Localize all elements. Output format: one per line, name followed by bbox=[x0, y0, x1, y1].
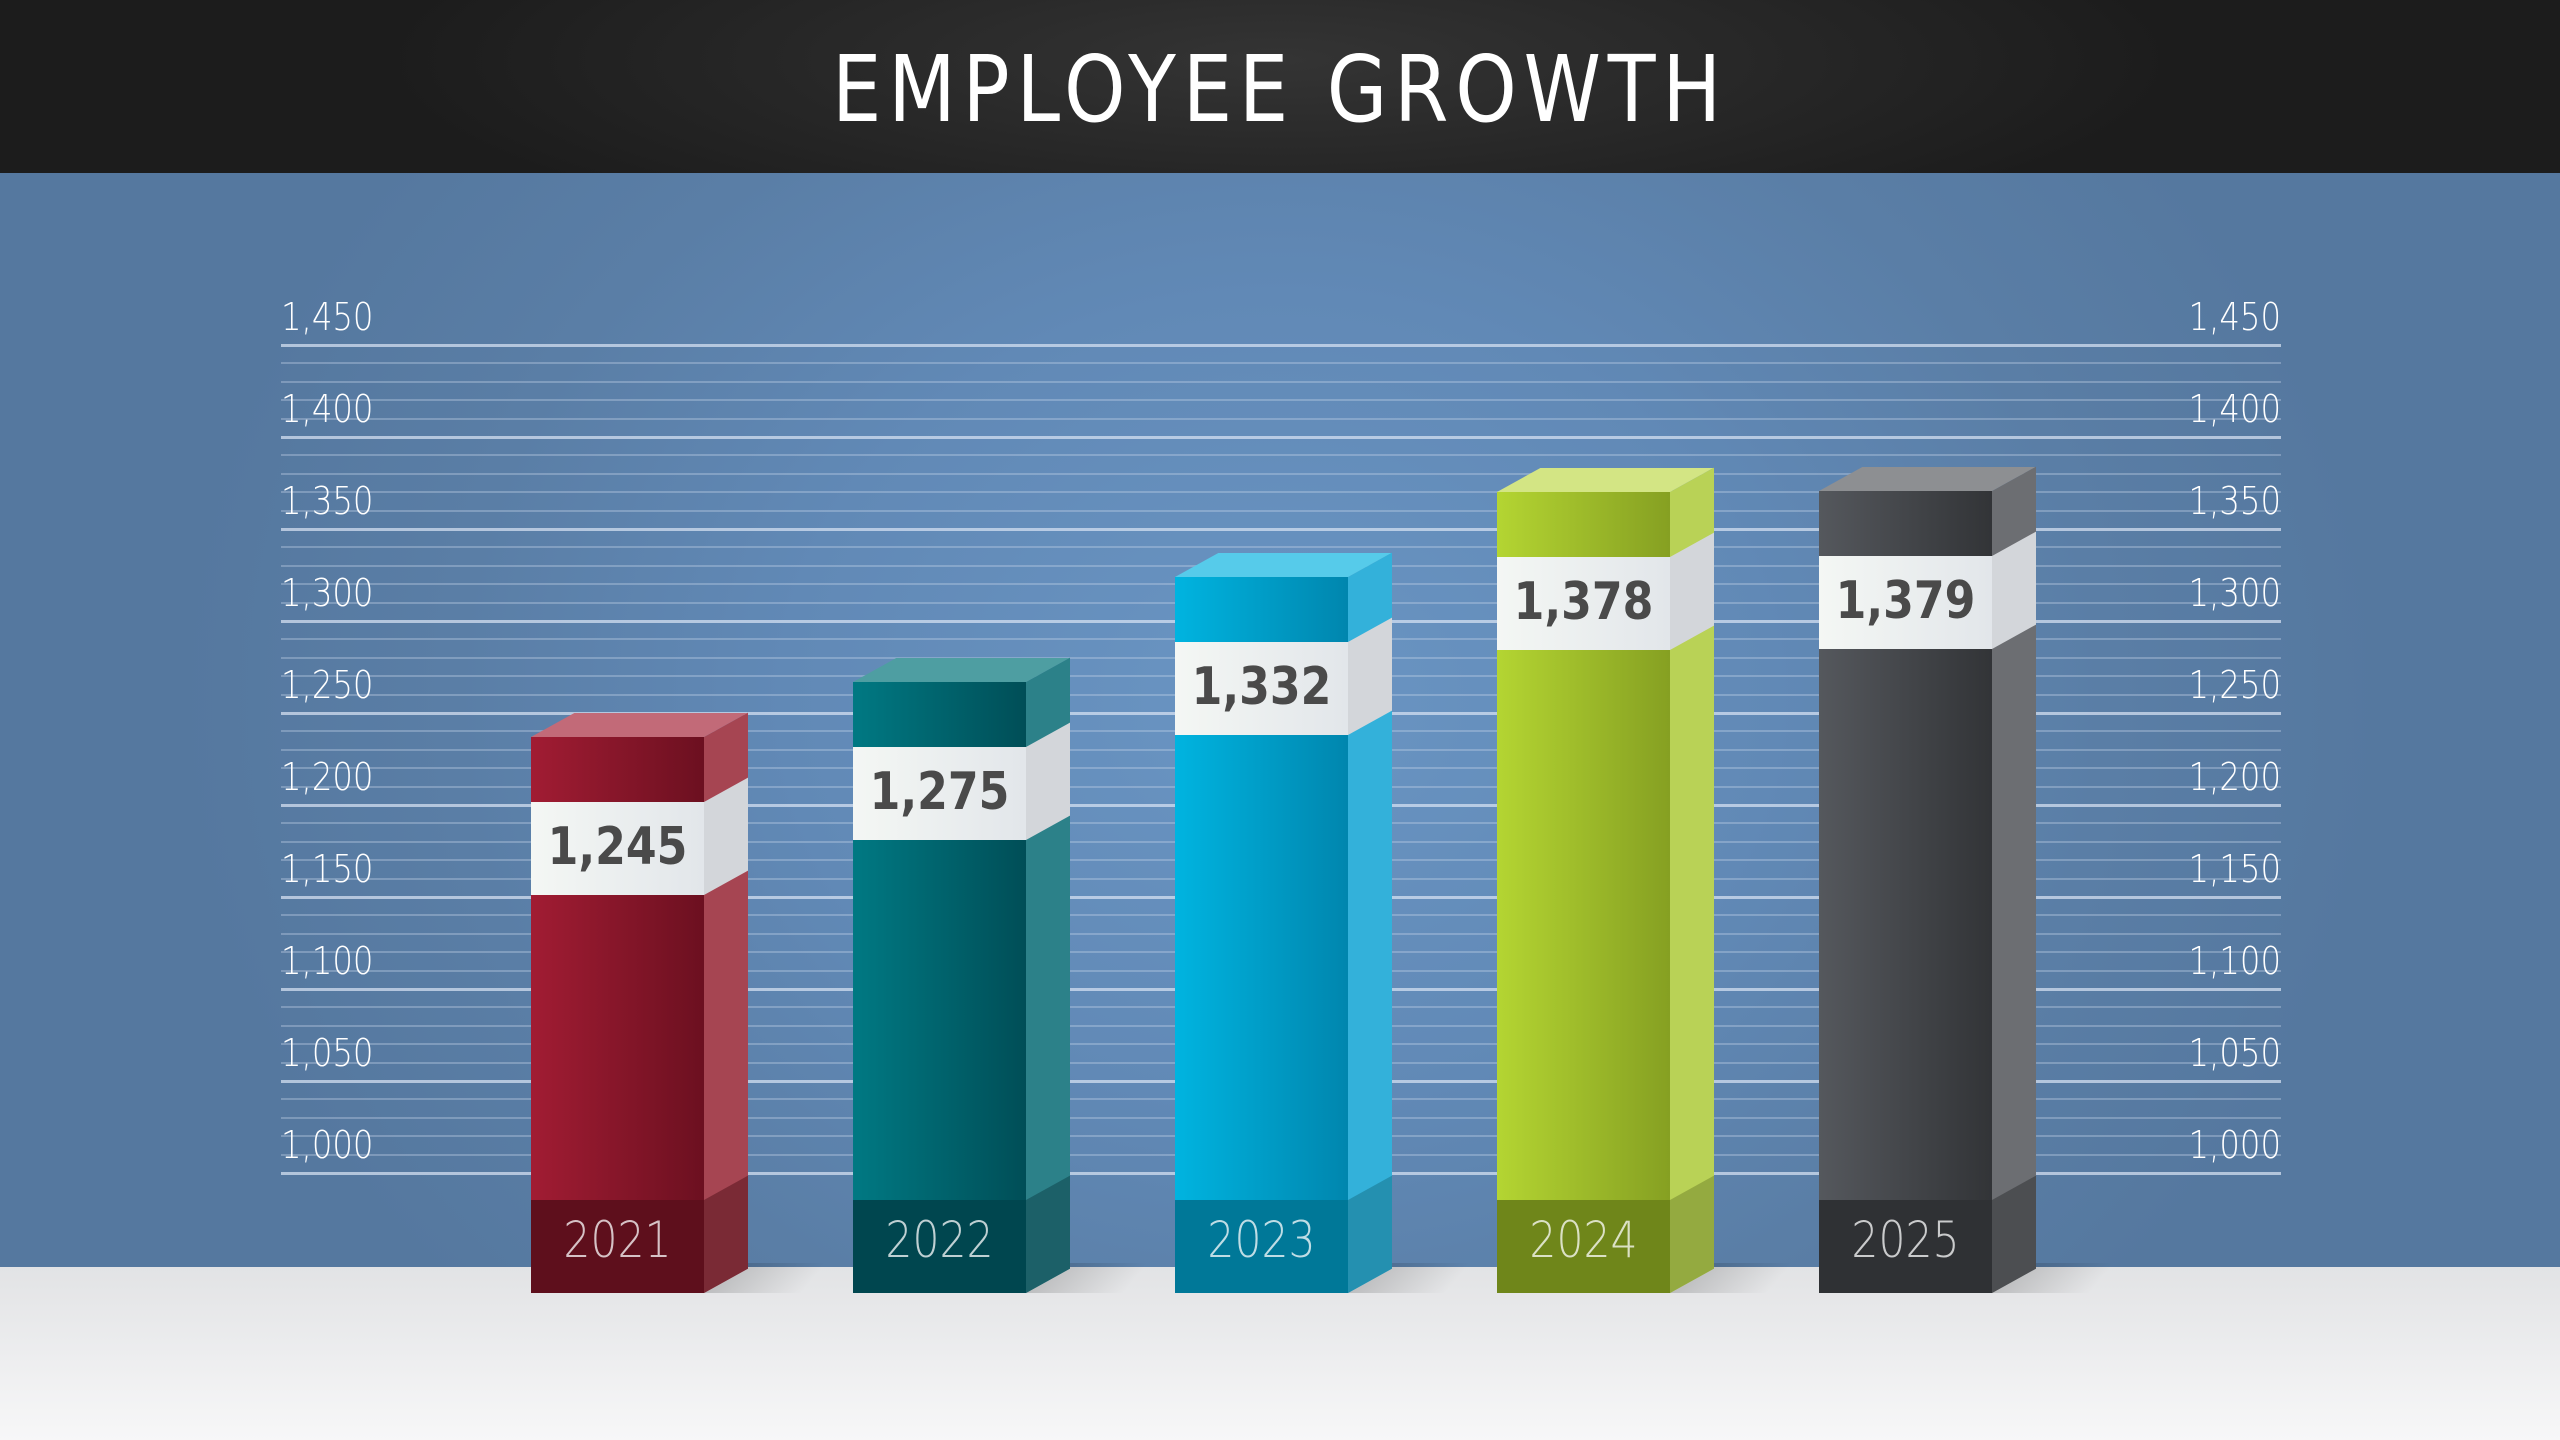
y-tick-label-right: 1,400 bbox=[2188, 387, 2281, 431]
x-category-band bbox=[1497, 1199, 1670, 1293]
y-tick-label-left: 1,450 bbox=[281, 295, 374, 339]
y-tick-label-right: 1,250 bbox=[2188, 663, 2281, 707]
minor-gridline bbox=[281, 362, 2281, 365]
header-bar: EMPLOYEE GROWTH bbox=[0, 0, 2560, 173]
data-label: 1,379 bbox=[1835, 570, 1976, 631]
minor-gridline bbox=[281, 491, 2281, 494]
y-tick-label-right: 1,000 bbox=[2188, 1123, 2281, 1167]
minor-gridline bbox=[281, 509, 2281, 512]
x-category-band bbox=[531, 1199, 704, 1293]
major-gridline bbox=[281, 528, 2281, 531]
bar-2025: 1,379 2025 bbox=[1819, 466, 2115, 1293]
y-tick-label-left: 1,250 bbox=[281, 663, 374, 707]
value-label-band bbox=[531, 802, 704, 896]
bar-2023: 1,332 2023 bbox=[1175, 552, 1471, 1293]
y-tick-label-right: 1,300 bbox=[2188, 571, 2281, 615]
y-tick-label-right: 1,050 bbox=[2188, 1031, 2281, 1075]
value-label-band bbox=[1819, 555, 1992, 649]
x-tick-label: 2021 bbox=[563, 1210, 672, 1269]
y-tick-label-left: 1,050 bbox=[281, 1031, 374, 1075]
y-tick-label-left: 1,200 bbox=[281, 755, 374, 799]
value-label-band bbox=[853, 747, 1026, 840]
minor-gridline bbox=[281, 546, 2281, 549]
chart-title: EMPLOYEE GROWTH bbox=[832, 36, 1728, 143]
data-label: 1,378 bbox=[1513, 572, 1654, 633]
y-tick-label-left: 1,350 bbox=[281, 479, 374, 523]
data-label: 1,245 bbox=[547, 817, 688, 878]
x-tick-label: 2023 bbox=[1207, 1210, 1316, 1269]
minor-gridline bbox=[281, 399, 2281, 402]
y-tick-label-right: 1,450 bbox=[2188, 295, 2281, 339]
data-label: 1,275 bbox=[869, 762, 1010, 822]
y-tick-label-left: 1,000 bbox=[281, 1123, 374, 1167]
bar-2022: 1,275 2022 bbox=[853, 657, 1149, 1293]
x-tick-label: 2024 bbox=[1529, 1210, 1638, 1269]
minor-gridline bbox=[281, 380, 2281, 383]
y-tick-label-right: 1,350 bbox=[2188, 479, 2281, 523]
y-tick-label-left: 1,400 bbox=[281, 387, 374, 431]
x-category-band bbox=[1175, 1199, 1348, 1293]
minor-gridline bbox=[281, 417, 2281, 420]
y-tick-label-left: 1,300 bbox=[281, 571, 374, 615]
y-tick-label-right: 1,200 bbox=[2188, 755, 2281, 799]
y-tick-label-left: 1,150 bbox=[281, 847, 374, 891]
floor bbox=[0, 1267, 2560, 1440]
minor-gridline bbox=[281, 472, 2281, 475]
x-category-band bbox=[1819, 1199, 1992, 1293]
data-label: 1,332 bbox=[1191, 657, 1332, 718]
y-tick-label-right: 1,150 bbox=[2188, 847, 2281, 891]
y-tick-label-right: 1,100 bbox=[2188, 939, 2281, 983]
bar-2021: 1,245 2021 bbox=[531, 712, 827, 1293]
x-category-band bbox=[853, 1200, 1026, 1293]
x-tick-label: 2022 bbox=[885, 1211, 994, 1269]
minor-gridline bbox=[281, 454, 2281, 457]
major-gridline bbox=[281, 436, 2281, 439]
bar-2024: 1,378 2024 bbox=[1497, 468, 1793, 1293]
value-label-band bbox=[1175, 642, 1348, 736]
value-label-band bbox=[1497, 557, 1670, 651]
y-tick-label-left: 1,100 bbox=[281, 939, 374, 983]
major-gridline bbox=[281, 344, 2281, 347]
x-tick-label: 2025 bbox=[1851, 1210, 1960, 1269]
